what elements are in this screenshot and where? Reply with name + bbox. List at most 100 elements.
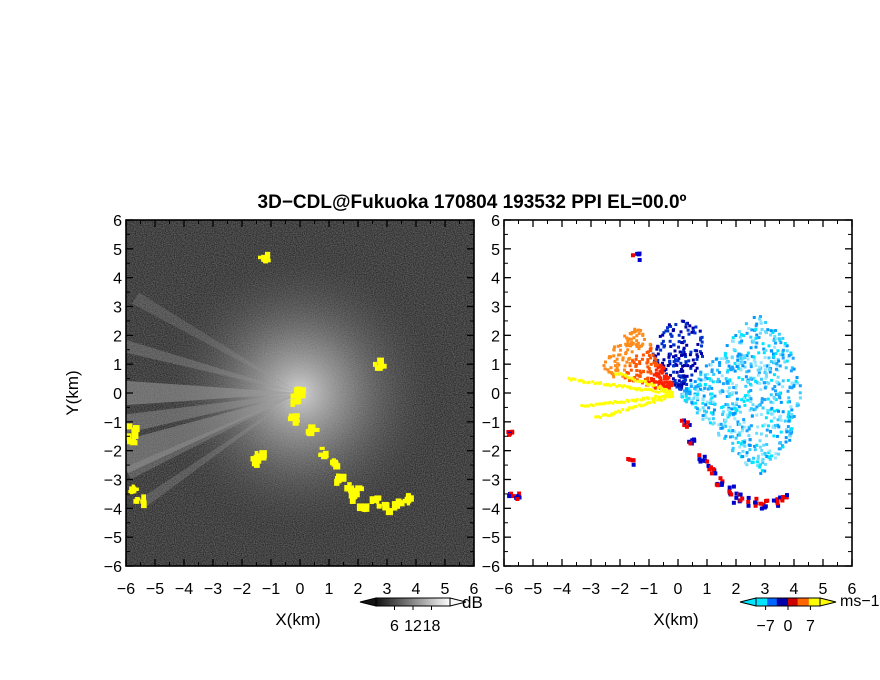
velocity-cell: [612, 382, 616, 386]
velocity-cell: [721, 410, 725, 414]
velocity-cell: [710, 386, 714, 390]
velocity-cell: [753, 328, 757, 332]
velocity-cell: [653, 364, 657, 368]
velocity-cell: [748, 438, 752, 442]
echo-cell: [264, 251, 271, 259]
velocity-cell: [738, 492, 743, 497]
velocity-cell: [755, 405, 759, 409]
velocity-cell: [680, 374, 684, 378]
velocity-cell: [758, 315, 762, 319]
velocity-cell: [704, 403, 708, 407]
velocity-cell: [699, 370, 703, 374]
echo-cell: [129, 440, 138, 446]
velocity-cell: [719, 357, 723, 361]
velocity-cell: [626, 348, 630, 352]
y-tick-label: −5: [482, 530, 500, 547]
velocity-cell: [510, 494, 515, 499]
velocity-cell: [677, 340, 681, 344]
velocity-cell: [684, 387, 688, 391]
velocity-cell: [720, 479, 725, 484]
colorbar-segment: [800, 598, 803, 606]
velocity-cell: [663, 380, 667, 384]
echo-cell: [290, 399, 296, 407]
velocity-cell: [738, 340, 742, 344]
velocity-cell: [763, 423, 767, 427]
velocity-cell: [790, 413, 794, 417]
velocity-cell: [728, 411, 732, 415]
velocity-cell: [741, 449, 745, 453]
colorbar-segment: [383, 598, 386, 606]
velocity-cell: [666, 326, 670, 330]
echo-cell: [353, 492, 359, 497]
velocity-cell: [618, 400, 622, 404]
velocity-cell: [756, 425, 760, 429]
velocity-cell: [751, 460, 755, 464]
velocity-cell: [632, 336, 636, 340]
velocity-cell: [668, 339, 672, 343]
echo-cell: [404, 496, 412, 504]
echo-cell: [402, 498, 406, 503]
velocity-cell: [748, 382, 752, 386]
y-tick-label: −6: [482, 559, 500, 576]
velocity-cell: [771, 498, 776, 503]
velocity-cell: [764, 321, 768, 325]
colorbar-low-arrow: [359, 597, 377, 607]
echo-cell: [377, 357, 384, 363]
colorbar-segment: [773, 598, 776, 606]
colorbar-segment: [818, 598, 821, 606]
velocity-cell: [754, 345, 758, 349]
velocity-cell: [745, 453, 749, 457]
velocity-cell: [628, 364, 632, 368]
echo-cell: [250, 456, 256, 462]
velocity-cell: [704, 416, 708, 420]
velocity-cell: [617, 353, 621, 357]
velocity-cell: [639, 398, 643, 402]
velocity-cell: [747, 427, 751, 431]
echo-cell: [129, 486, 137, 493]
velocity-cell: [701, 417, 705, 421]
velocity-cell: [645, 380, 649, 384]
echo-cell: [294, 399, 300, 405]
colorbar-segment: [815, 598, 818, 606]
velocity-cell: [692, 396, 696, 400]
colorbar-tick-label: 18: [423, 618, 441, 635]
velocity-cell: [602, 383, 606, 387]
figure-title: 3D−CDL@Fukuoka 170804 193532 PPI EL=00.0…: [258, 192, 687, 213]
velocity-cell: [771, 387, 775, 391]
velocity-cell: [637, 258, 642, 263]
velocity-cell: [665, 384, 669, 388]
velocity-cell: [639, 371, 643, 375]
velocity-cell: [581, 379, 585, 383]
velocity-cell: [661, 361, 665, 365]
velocity-cell: [722, 356, 726, 360]
velocity-cell: [758, 501, 763, 506]
velocity-cell: [771, 425, 775, 429]
velocity-cell: [640, 357, 644, 361]
velocity-cell: [618, 343, 622, 347]
velocity-cell: [635, 334, 639, 338]
velocity-cell: [790, 408, 794, 412]
velocity-cell: [672, 343, 676, 347]
colorbar-segment: [409, 598, 412, 606]
velocity-cell: [727, 406, 731, 410]
velocity-cell: [741, 455, 745, 459]
velocity-cell: [745, 451, 749, 455]
velocity-cell: [783, 419, 787, 423]
velocity-cell: [654, 354, 658, 358]
velocity-cell: [684, 322, 688, 326]
velocity-cell: [689, 366, 693, 370]
velocity-cell: [765, 375, 769, 379]
velocity-cell: [646, 377, 650, 381]
velocity-cell: [660, 342, 664, 346]
velocity-cell: [720, 406, 724, 410]
velocity-cell: [764, 372, 768, 376]
velocity-cell: [766, 411, 770, 415]
velocity-cell: [699, 373, 703, 377]
velocity-cell: [754, 379, 758, 383]
echo-cell: [376, 497, 380, 504]
velocity-cell: [662, 358, 666, 362]
velocity-cell: [638, 344, 642, 348]
velocity-cell: [709, 379, 713, 383]
velocity-cell: [695, 353, 699, 357]
velocity-cell: [657, 397, 661, 401]
